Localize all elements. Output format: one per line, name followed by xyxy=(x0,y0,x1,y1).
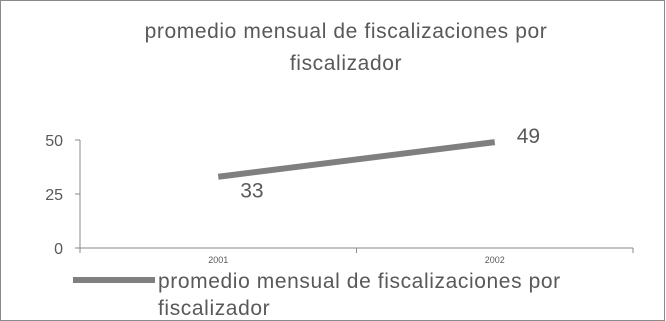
series-line xyxy=(217,139,496,180)
y-tick-label: 50 xyxy=(45,133,63,150)
legend: promedio mensual de fiscalizaciones por … xyxy=(73,270,561,320)
legend-series-label-line-2: fiscalizador xyxy=(158,297,270,320)
y-tick-label: 0 xyxy=(54,241,63,258)
plot-area: 0 25 50 2001 2002 33 49 xyxy=(45,125,634,265)
y-tick-label: 25 xyxy=(45,187,63,204)
legend-series-label-line-1: promedio mensual de fiscalizaciones por xyxy=(158,270,561,293)
x-tick-label: 2001 xyxy=(208,255,228,265)
chart-title-line-2: fiscalizador xyxy=(290,52,402,75)
x-tick-label: 2002 xyxy=(485,255,505,265)
chart-title-line-1: promedio mensual de fiscalizaciones por xyxy=(145,20,548,43)
data-label: 49 xyxy=(517,125,540,148)
data-label: 33 xyxy=(240,180,263,203)
